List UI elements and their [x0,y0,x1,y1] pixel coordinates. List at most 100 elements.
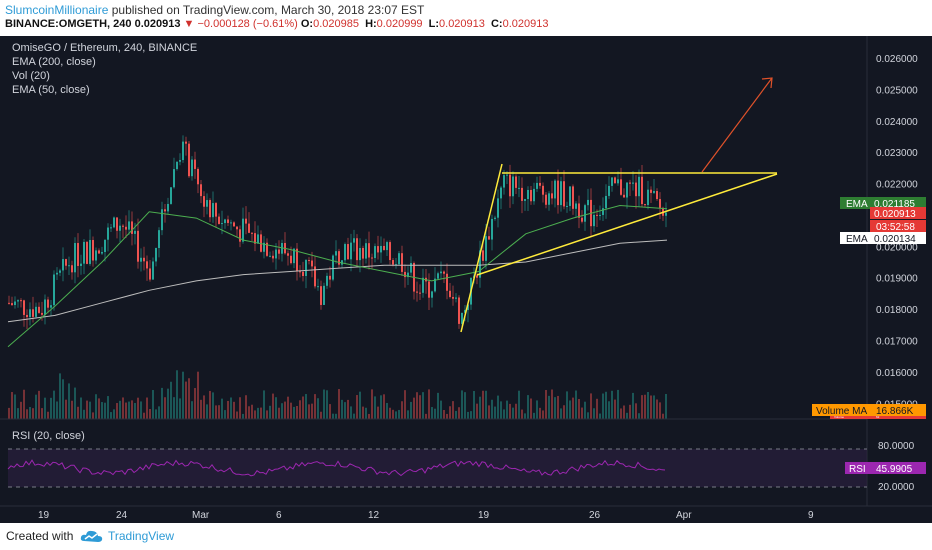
volume-bar [395,411,397,419]
candle [8,302,10,304]
candle [41,312,43,315]
tradingview-cloud-icon[interactable] [80,528,104,544]
candle [215,203,217,217]
candle [11,303,13,306]
time-label-19mar: 19 [478,510,490,521]
candle [656,191,658,200]
volume-bar [353,413,355,419]
header: SlumcoinMillionaire published on Trading… [0,0,932,36]
candle [638,176,640,197]
volume-bar [359,391,361,419]
candle [659,199,661,208]
volume-bar [263,390,265,419]
close-value: 0.020913 [502,18,549,30]
volume-bar [458,407,460,419]
volume-bar [443,409,445,419]
time-label-24feb: 24 [116,510,128,521]
candle [77,243,79,266]
volume-bar [284,401,286,419]
volume-bar [485,390,487,419]
volume-bar [437,392,439,419]
candle [623,194,625,198]
volume-bar [569,400,571,419]
candle [194,159,196,169]
volume-bar [650,395,652,419]
candle [98,250,100,254]
volume-bar [239,397,241,419]
volume-bar [266,410,268,419]
candle [509,174,511,197]
volume-bar [560,408,562,419]
candle [86,241,88,264]
volume-bar [317,398,319,419]
last-price: 0.020913 [134,18,181,30]
volume-bar [116,403,118,419]
candle [476,275,478,278]
chart-area[interactable]: OmiseGO / Ethereum, 240, BINANCE EMA (20… [0,36,932,523]
volume-bar [155,409,157,419]
author-link[interactable]: SlumcoinMillionaire [5,3,109,17]
candle [113,217,115,228]
volume-bar [83,409,85,419]
volume-bar [14,394,16,419]
created-with-text: Created with [6,529,74,543]
published-text: published on TradingView.com, March 30, … [111,3,425,17]
volume-bar [131,400,133,419]
price-tick-label: 0.023000 [876,148,918,159]
candle [89,240,91,264]
volume-bar [362,406,364,419]
volume-bar [200,399,202,419]
price-chart-svg[interactable]: OmiseGO / Ethereum, 240, BINANCE EMA (20… [0,36,932,523]
rsi-tag-value: 45.9905 [876,464,913,475]
rsi-tick-80: 80.0000 [878,441,915,452]
symbol-info: BINANCE:OMGETH, 240 0.020913 ▼ −0.000128… [5,18,551,30]
volume-bar [209,390,211,419]
volume-bar [584,401,586,419]
price-tag-ema200: EMA 0.020134 [840,232,926,245]
candle [230,222,232,224]
time-axis[interactable]: 19 24 Mar 6 12 19 26 Apr 9 [38,510,814,521]
ema200-tag-value-box [870,232,926,244]
candle [101,251,103,254]
price-tick-label: 0.016000 [876,368,918,379]
candle [431,291,433,298]
volume-bar [26,409,28,419]
volume-bar [533,412,535,419]
candle [122,225,124,227]
candle [323,285,325,305]
volume-bar [626,412,628,419]
publish-info: SlumcoinMillionaire published on Trading… [5,3,424,17]
candle [74,243,76,273]
candle [587,199,589,206]
candle [119,225,121,231]
tradingview-brand-link[interactable]: TradingView [108,529,175,543]
volume-bar [191,401,193,419]
volume-bar [659,402,661,419]
volume-bar [587,412,589,419]
volume-bar [515,403,517,419]
volume-bar [8,407,10,419]
price-tick-label: 0.020000 [876,242,918,253]
volume-bar [497,395,499,419]
volume-bar [224,410,226,419]
volume-tag: Volume MA 16.866K Volume 62 [812,404,926,419]
candle [641,176,643,205]
volume-bar [287,396,289,419]
candle [17,300,19,302]
candle [32,309,34,317]
volume-bar [110,412,112,419]
volume-bar [218,405,220,419]
candle [200,184,202,197]
candle [104,239,106,252]
candle [29,309,31,318]
volume-bar [656,399,658,419]
candle [293,248,295,264]
price-change: −0.000128 (−0.61%) [197,18,298,30]
volume-bar [29,406,31,419]
candle [479,250,481,278]
candle [488,236,490,240]
volume-bar [119,400,121,419]
volume-bar [59,373,61,419]
candle [170,187,172,204]
candle [404,271,406,278]
